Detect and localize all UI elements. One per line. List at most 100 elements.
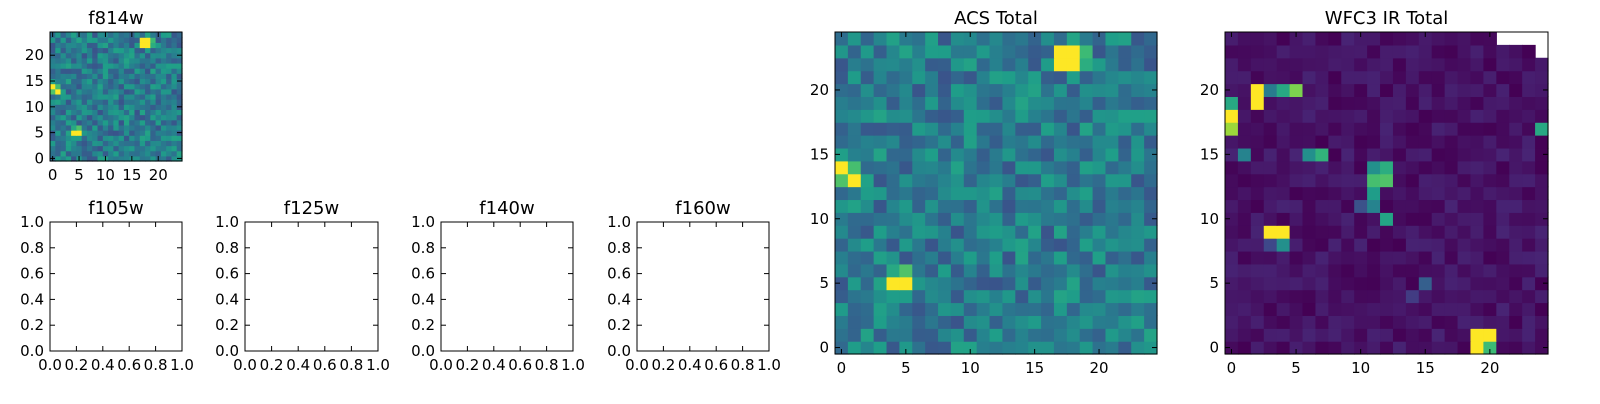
heatmap-cell bbox=[118, 155, 125, 162]
heatmap-cell bbox=[71, 99, 77, 105]
heatmap-cell bbox=[1079, 263, 1094, 278]
heatmap-cell bbox=[92, 83, 99, 90]
heatmap-cell bbox=[950, 289, 965, 304]
heatmap-cell bbox=[86, 119, 93, 126]
heatmap-cell bbox=[1457, 147, 1472, 162]
heatmap-cell bbox=[860, 212, 875, 226]
heatmap-cell bbox=[171, 130, 178, 136]
heatmap-cell bbox=[1509, 341, 1523, 355]
heatmap-cell bbox=[76, 73, 83, 80]
heatmap-cell bbox=[1028, 199, 1042, 213]
heatmap-cell bbox=[60, 124, 67, 131]
heatmap-cell bbox=[1079, 32, 1094, 46]
heatmap-cell bbox=[81, 150, 88, 157]
heatmap-cell bbox=[1144, 147, 1158, 162]
heatmap-cell bbox=[1341, 199, 1355, 213]
x-tick-label: 5 bbox=[1291, 359, 1301, 377]
heatmap-cell bbox=[1522, 147, 1536, 162]
heatmap-cell bbox=[92, 104, 99, 110]
heatmap-cell bbox=[1289, 44, 1304, 59]
heatmap-cell bbox=[963, 315, 978, 329]
heatmap-cell bbox=[1470, 250, 1484, 265]
heatmap-cell bbox=[912, 147, 926, 162]
heatmap-cell bbox=[50, 124, 56, 131]
heatmap-cell bbox=[1302, 315, 1317, 329]
heatmap-cell bbox=[129, 47, 136, 54]
heatmap-cell bbox=[55, 135, 62, 141]
heatmap-cell bbox=[847, 276, 862, 291]
heatmap-cell bbox=[166, 32, 173, 38]
heatmap-cell bbox=[1522, 160, 1536, 175]
heatmap-cell bbox=[950, 225, 965, 239]
heatmap-cell bbox=[976, 212, 991, 226]
heatmap-cell bbox=[835, 315, 849, 329]
heatmap-cell bbox=[1509, 135, 1523, 149]
heatmap-cell bbox=[129, 68, 136, 74]
heatmap-cell bbox=[1522, 276, 1536, 291]
heatmap-cell bbox=[860, 186, 875, 201]
heatmap-cell bbox=[150, 104, 157, 110]
heatmap-cell bbox=[65, 135, 72, 141]
heatmap-cell bbox=[108, 62, 114, 69]
heatmap-cell bbox=[176, 57, 183, 64]
heatmap-cell bbox=[129, 109, 136, 116]
heatmap-cell bbox=[899, 289, 913, 304]
heatmap-cell bbox=[92, 42, 99, 49]
heatmap-cell bbox=[912, 160, 926, 175]
heatmap-cell bbox=[1066, 173, 1081, 188]
heatmap-cell bbox=[1522, 186, 1536, 201]
heatmap-cell bbox=[160, 42, 167, 49]
heatmap-cell bbox=[1354, 276, 1368, 291]
heatmap-cell bbox=[134, 88, 141, 95]
heatmap-cell bbox=[1144, 96, 1158, 110]
heatmap-cell bbox=[912, 96, 926, 110]
heatmap-cell bbox=[1535, 173, 1549, 188]
heatmap-cell bbox=[113, 124, 120, 131]
heatmap-cell bbox=[108, 99, 114, 105]
heatmap-cell bbox=[938, 96, 952, 110]
heatmap-cell bbox=[1470, 276, 1484, 291]
heatmap-cell bbox=[113, 73, 120, 80]
heatmap-cell bbox=[1315, 122, 1329, 136]
heatmap-cell bbox=[1131, 70, 1145, 85]
heatmap-cell bbox=[92, 52, 99, 59]
heatmap-cell bbox=[1483, 173, 1497, 188]
heatmap-cell bbox=[166, 42, 173, 49]
heatmap-cell bbox=[1431, 122, 1446, 136]
heatmap-cell bbox=[134, 145, 141, 152]
heatmap-cell bbox=[86, 42, 93, 49]
heatmap-cell bbox=[1079, 122, 1094, 136]
heatmap-cell bbox=[102, 78, 109, 85]
heatmap-cell bbox=[166, 93, 173, 100]
heatmap-cell bbox=[81, 104, 88, 110]
heatmap-cell bbox=[102, 88, 109, 95]
heatmap-cell bbox=[938, 32, 952, 46]
x-tick-label: 0.4 bbox=[678, 356, 702, 374]
heatmap-cell bbox=[1225, 96, 1239, 110]
axes-frame bbox=[49, 31, 183, 162]
heatmap-cell bbox=[71, 140, 77, 147]
heatmap-cell bbox=[1131, 122, 1145, 136]
heatmap-cell bbox=[171, 124, 178, 131]
heatmap-cell bbox=[113, 99, 120, 105]
heatmap-cell bbox=[108, 130, 114, 136]
heatmap-cell bbox=[139, 155, 146, 162]
heatmap-cell bbox=[150, 124, 157, 131]
heatmap-cell bbox=[97, 119, 104, 126]
heatmap-cell bbox=[113, 114, 120, 121]
heatmap-cell bbox=[1354, 212, 1368, 226]
heatmap-cell bbox=[129, 104, 136, 110]
heatmap-cell bbox=[134, 124, 141, 131]
heatmap-cell bbox=[81, 42, 88, 49]
heatmap-cell bbox=[155, 109, 162, 116]
heatmap-cell bbox=[976, 199, 991, 213]
heatmap-cell bbox=[92, 37, 99, 43]
heatmap-cell bbox=[123, 57, 130, 64]
heatmap-cell bbox=[1131, 57, 1145, 72]
heatmap-cell bbox=[1015, 263, 1029, 278]
heatmap-cell bbox=[113, 150, 120, 157]
heatmap-cell bbox=[71, 119, 77, 126]
heatmap-cell bbox=[108, 37, 114, 43]
heatmap-cell bbox=[1105, 96, 1119, 110]
heatmap-cell bbox=[938, 328, 952, 342]
